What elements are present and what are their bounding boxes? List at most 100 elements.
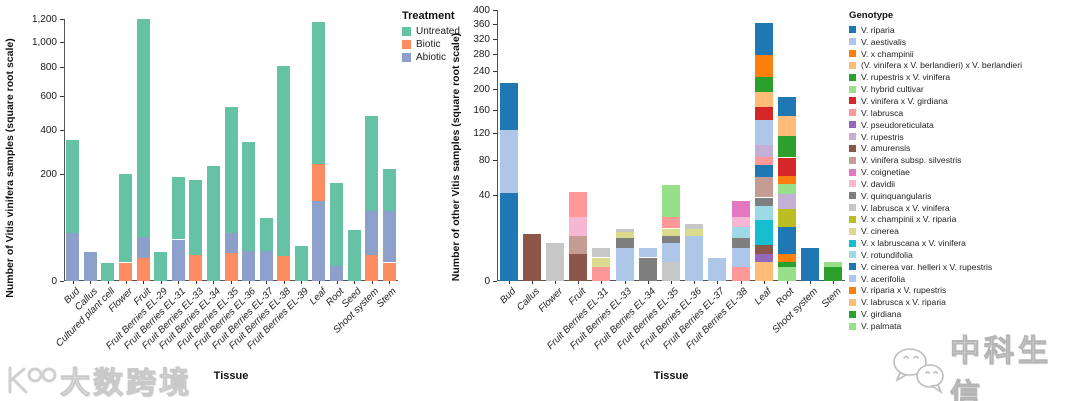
legend-item-label: V. x champinii x V. riparia (861, 214, 957, 225)
bar-segment (154, 251, 168, 281)
y-tick-label: 280 (473, 49, 490, 61)
bar-segment (312, 164, 326, 202)
bar-segment (277, 66, 291, 256)
x-tick-mark (671, 281, 672, 284)
legend-item: Untreated (402, 25, 460, 38)
y-tick-label: 200 (473, 84, 490, 96)
legend-item: V. acerifolia (849, 273, 1022, 285)
legend-item-label: V. labrusca x V. riparia (861, 297, 946, 308)
bar-segment (708, 257, 727, 281)
x-tick-mark (833, 281, 835, 284)
legend-swatch (849, 215, 856, 223)
bar-segment (569, 236, 588, 254)
legend-swatch (849, 121, 856, 129)
bar-segment (224, 252, 238, 281)
bar-segment (347, 229, 361, 281)
x-tick-mark (371, 281, 373, 284)
bar-segment (259, 250, 273, 281)
x-tick-mark (301, 281, 303, 284)
y-tick-mark (60, 281, 64, 282)
bar-segment (685, 236, 704, 281)
bar-segment (754, 23, 773, 56)
x-tick-mark (740, 281, 742, 284)
legend-item-label: (V. vinifera x V. berlandieri) x V. berl… (861, 60, 1022, 71)
legend-swatch (849, 263, 856, 271)
y-tick-mark (493, 159, 497, 161)
y-tick-mark (493, 132, 497, 134)
legend-swatch (849, 204, 856, 212)
bar-segment (330, 265, 343, 281)
bar-segment (731, 226, 750, 239)
legend-item-label: V. riparia (861, 24, 895, 35)
bar-segment (615, 247, 634, 281)
legend-item: V. rotundifolia (849, 249, 1022, 261)
legend-item-label: V. rupestris (861, 131, 904, 142)
bar-segment (662, 228, 680, 236)
legend-item-label: V. girdiana (861, 309, 902, 320)
bar-segment (312, 201, 326, 281)
legend-item: Biotic (402, 38, 460, 51)
watermark-dashukuajing: 大数跨境 (4, 358, 192, 401)
legend-item-label: V. rotundifolia (861, 249, 913, 260)
bar-segment (66, 233, 80, 281)
legend-item-label: V. vinifera x V. girdiana (861, 95, 948, 106)
bar-segment (206, 166, 220, 281)
x-tick-label: Leaf (307, 286, 329, 308)
x-tick-mark (354, 281, 356, 284)
y-tick-mark (60, 19, 64, 20)
x-tick-mark (107, 281, 109, 284)
x-tick-mark (143, 281, 145, 284)
y-tick-label: 800 (40, 62, 57, 74)
bar-segment (824, 267, 843, 281)
bar-segment (312, 22, 326, 165)
x-axis-title: Tissue (213, 370, 249, 382)
legend-swatch (849, 144, 856, 152)
bar-segment (224, 106, 238, 234)
y-tick-label: 600 (40, 90, 57, 102)
x-tick-mark (266, 281, 268, 284)
x-tick-mark (601, 281, 603, 284)
legend-swatch (849, 133, 856, 141)
bar-segment (778, 176, 796, 185)
bar-segment (731, 217, 750, 227)
bar-segment (615, 228, 634, 233)
bar-segment (522, 234, 541, 281)
bar-segment (638, 247, 657, 258)
x-tick-mark (531, 281, 533, 284)
x-tick-label: Callus (514, 286, 542, 314)
x-tick-mark (694, 281, 696, 284)
legend-genotype: Genotype V. riparia V. aestivalis V. x cham… (849, 10, 1022, 332)
y-tick-label: 240 (473, 66, 490, 78)
x-tick-mark (195, 281, 197, 284)
legend-swatch (849, 73, 856, 81)
legend-item-label: V. hybrid cultivar (861, 84, 924, 95)
x-tick-mark (231, 281, 232, 284)
bar-segment (662, 242, 680, 262)
bar-segment (499, 83, 518, 131)
legend-item: V. rupestris x V. vinifera (849, 71, 1022, 83)
legend-item-label: V. cinerea (861, 226, 899, 237)
bar-segment (615, 232, 634, 239)
y-tick-mark (60, 95, 64, 97)
legend-item-label: V. labrusca (861, 107, 904, 118)
bar-segment (592, 257, 611, 268)
bar-segment (119, 262, 132, 281)
legend-item-label: V. labrusca x V. vinifera (861, 202, 950, 213)
legend-item: V. labrusca x V. riparia (849, 296, 1022, 308)
bar-segment (224, 233, 238, 253)
y-axis-line (497, 10, 498, 281)
y-tick-label: 400 (473, 5, 490, 16)
plot-area-vinifera: 0 200 400 600 800 1,000 1,200 Bud Callus Cultured… (32, 14, 399, 352)
legend-title: Genotype (849, 10, 894, 21)
legend-swatch (849, 275, 856, 283)
legend-item-label: V. riparia x V. rupestris (861, 285, 947, 296)
legend-item: V. palmata (849, 320, 1022, 332)
bar-segment (731, 238, 750, 248)
legend-swatch (849, 38, 856, 46)
y-tick-label: 40 (478, 190, 490, 202)
legend-item-label: V. amurensis (861, 143, 911, 154)
bar-segment (754, 245, 773, 254)
bar-segment (365, 211, 379, 255)
y-tick-label: 1,000 (31, 36, 57, 48)
legend-item: V. labrusca (849, 107, 1022, 119)
